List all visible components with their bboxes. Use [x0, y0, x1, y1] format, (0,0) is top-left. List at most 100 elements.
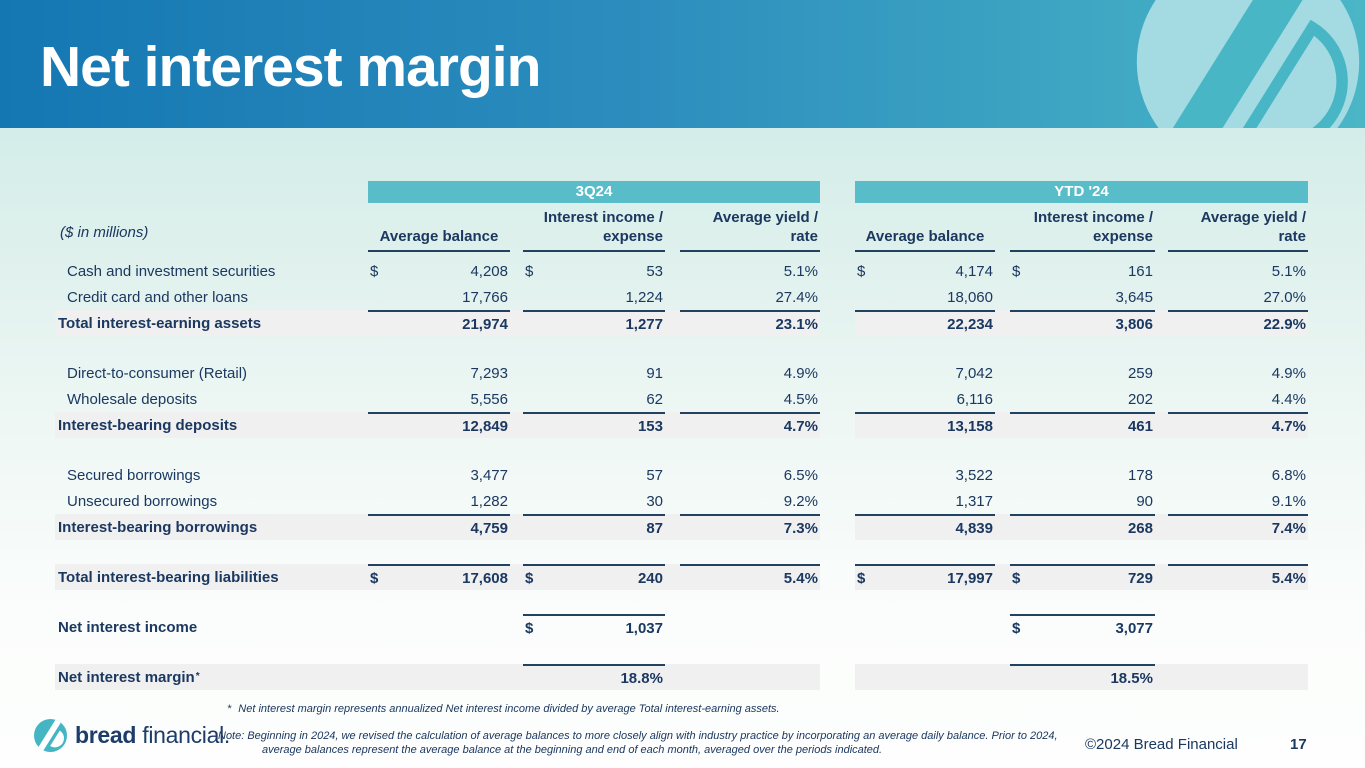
cell-value: 3,645	[1115, 288, 1153, 306]
cell-value: 1,282	[470, 492, 508, 510]
cell-value: 7.4%	[1271, 519, 1306, 537]
cell: 87	[523, 514, 665, 540]
col-header-interest-income-ytd: Interest income / expense	[1010, 203, 1155, 252]
table-row: Wholesale deposits 5,556 62 4.5% 6,116 202 4.4…	[55, 386, 1308, 412]
cell	[1168, 664, 1308, 690]
column-gap	[995, 614, 1010, 640]
cell: 6.5%	[680, 462, 820, 488]
table-row: Net interest margin * 18.8% 18.5%	[55, 664, 1308, 690]
dollar-sign: $	[1012, 619, 1021, 637]
cell: 18,060	[855, 284, 995, 310]
footnote-note: Note: Beginning in 2024, we revised the …	[218, 730, 1058, 756]
cell-value: 27.4%	[775, 288, 818, 306]
slide-header: Net interest margin	[0, 0, 1365, 128]
cell-value: 3,077	[1115, 619, 1153, 637]
column-gap	[995, 664, 1010, 690]
cell-value: 7,293	[470, 364, 508, 382]
table-row: Unsecured borrowings 1,282 30 9.2% 1,317 90 9.…	[55, 488, 1308, 514]
column-gap	[995, 258, 1010, 284]
cell-value: 4,208	[470, 262, 508, 280]
col-header-avg-yield-ytd: Average yield / rate	[1168, 203, 1308, 252]
dollar-sign: $	[370, 569, 379, 587]
cell	[680, 664, 820, 690]
table-row: Direct-to-consumer (Retail) 7,293 91 4.9% 7,…	[55, 360, 1308, 386]
column-gap	[510, 360, 523, 386]
dollar-sign: $	[857, 569, 866, 587]
cell-value: 4,759	[470, 519, 508, 537]
cell-value: 178	[1127, 466, 1153, 484]
column-gap	[665, 412, 680, 438]
footnote-text: Net interest margin represents annualize…	[238, 703, 780, 715]
cell	[680, 614, 820, 640]
footnote-asterisk: * Net interest margin represents annualiz…	[227, 703, 780, 715]
column-header-row: ($ in millions) Average balance Interest…	[55, 203, 1308, 252]
bread-financial-logo-watermark-icon	[1133, 0, 1360, 128]
column-gap	[510, 412, 523, 438]
cell-value: 9.1%	[1271, 492, 1306, 510]
cell-value: 1,037	[625, 619, 663, 637]
cell-value: 259	[1127, 364, 1153, 382]
cell: 27.0%	[1168, 284, 1308, 310]
cell: $240	[523, 564, 665, 590]
cell: 9.2%	[680, 488, 820, 514]
column-gap	[995, 488, 1010, 514]
period-band-3q24: 3Q24	[368, 181, 820, 203]
column-gap	[995, 412, 1010, 438]
column-gap	[510, 514, 523, 540]
dollar-sign: $	[525, 262, 534, 280]
column-gap	[510, 258, 523, 284]
cell: 6,116	[855, 386, 995, 412]
column-gap	[665, 488, 680, 514]
column-gap	[1155, 412, 1168, 438]
cell: 90	[1010, 488, 1155, 514]
bread-financial-logo: bread financial.	[34, 719, 230, 752]
table-group: Net interest income $1,037 $3,077	[55, 614, 1308, 640]
cell-value: 7.3%	[783, 519, 818, 537]
column-gap	[665, 284, 680, 310]
dollar-sign: $	[525, 619, 534, 637]
page-title: Net interest margin	[40, 35, 541, 99]
col-header-interest-income-q3: Interest income / expense	[523, 203, 665, 252]
cell: 153	[523, 412, 665, 438]
column-gap	[820, 514, 855, 540]
cell-value: 161	[1127, 262, 1153, 280]
cell: 91	[523, 360, 665, 386]
cell-value: 3,806	[1115, 315, 1153, 333]
cell-value: 6.8%	[1271, 466, 1306, 484]
net-interest-margin-table: 3Q24 YTD '24 ($ in millions) Average bal…	[55, 181, 1308, 690]
cell-value: 17,608	[462, 569, 508, 587]
cell	[855, 614, 995, 640]
brand-wordmark: bread financial.	[75, 722, 231, 748]
cell: 1,317	[855, 488, 995, 514]
copyright-text: ©2024 Bread Financial	[1085, 736, 1238, 753]
row-label: Wholesale deposits	[67, 390, 198, 408]
cell: 5,556	[368, 386, 510, 412]
row-label: Secured borrowings	[67, 466, 201, 484]
cell-value: 9.2%	[783, 492, 818, 510]
cell: 21,974	[368, 310, 510, 336]
cell-value: 153	[637, 417, 663, 435]
cell-value: 4.9%	[783, 364, 818, 382]
cell: 259	[1010, 360, 1155, 386]
cell-value: 4,174	[955, 262, 993, 280]
column-gap	[820, 412, 855, 438]
cell: 3,645	[1010, 284, 1155, 310]
cell-value: 729	[1127, 569, 1153, 587]
cell: 13,158	[855, 412, 995, 438]
cell: 3,477	[368, 462, 510, 488]
cell-value: 18.8%	[620, 669, 663, 687]
column-gap	[820, 310, 855, 336]
cell: $161	[1010, 258, 1155, 284]
cell: 461	[1010, 412, 1155, 438]
column-gap	[820, 360, 855, 386]
table-row: Credit card and other loans 17,766 1,224 27…	[55, 284, 1308, 310]
cell: 4.9%	[1168, 360, 1308, 386]
column-gap	[820, 614, 855, 640]
cell: $3,077	[1010, 614, 1155, 640]
column-gap	[1155, 310, 1168, 336]
cell: $17,997	[855, 564, 995, 590]
column-gap	[1155, 514, 1168, 540]
cell: 57	[523, 462, 665, 488]
cell: 7.3%	[680, 514, 820, 540]
cell-value: 87	[646, 519, 663, 537]
